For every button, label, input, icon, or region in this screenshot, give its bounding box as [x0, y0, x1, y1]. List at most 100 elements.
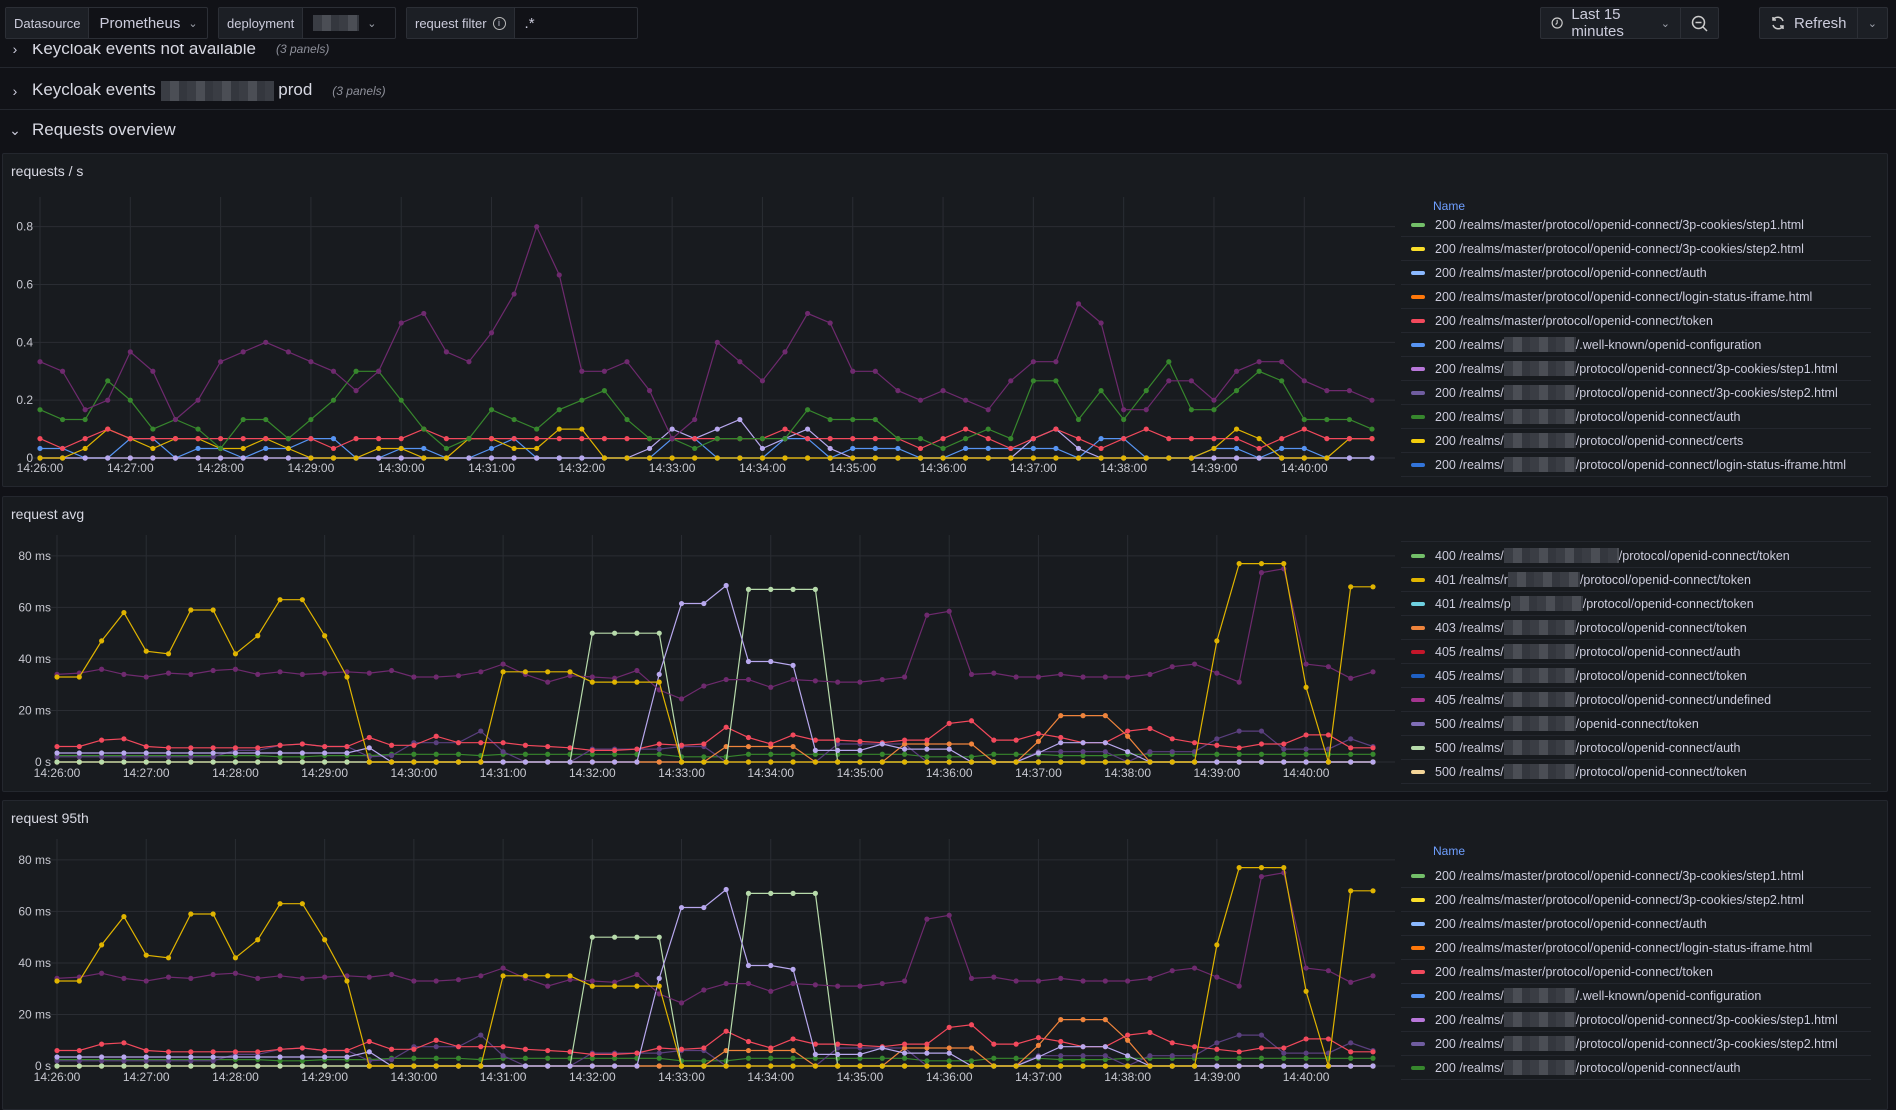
- data-point: [1102, 1053, 1108, 1059]
- legend-item[interactable]: 200 /realms/master/protocol/openid-conne…: [1401, 309, 1871, 333]
- legend-item[interactable]: 200 /realms/ /protocol/openid-connect/aut…: [1401, 1056, 1871, 1080]
- legend-item[interactable]: 200 /realms/ /protocol/openid-connect/3p-…: [1401, 1032, 1871, 1056]
- legend-header-name[interactable]: Name: [1433, 844, 1466, 858]
- series-line[interactable]: [57, 753, 1373, 758]
- legend-item[interactable]: 200 /realms/master/protocol/openid-conne…: [1401, 888, 1871, 912]
- legend-color-swatch: [1411, 294, 1425, 299]
- data-point: [790, 1063, 796, 1069]
- x-tick-label: 14:31:00: [468, 461, 515, 475]
- series-line[interactable]: [57, 562, 1373, 763]
- data-point: [1281, 1050, 1287, 1056]
- legend-item[interactable]: 500 /realms/ /protocol/openid-connect/aut…: [1401, 736, 1871, 760]
- series-line[interactable]: [57, 1024, 1373, 1055]
- data-point: [455, 1044, 462, 1050]
- data-point: [398, 397, 404, 403]
- data-point: [1281, 865, 1287, 871]
- redacted-text: [1503, 385, 1576, 400]
- series-line[interactable]: [56, 872, 1374, 1004]
- panel-title[interactable]: requests / s: [11, 163, 84, 179]
- legend-item[interactable]: 200 /realms/master/protocol/openid-conne…: [1401, 936, 1871, 960]
- series-line[interactable]: [39, 360, 1373, 450]
- legend-item[interactable]: 400 /realms/ /protocol/openid-connect/tok…: [1401, 544, 1871, 568]
- panel-title[interactable]: request avg: [11, 506, 85, 522]
- data-point: [240, 455, 246, 461]
- chevron-down-icon[interactable]: ⌄: [188, 17, 198, 30]
- data-point: [985, 436, 991, 442]
- datasource-value[interactable]: Prometheus: [99, 14, 181, 32]
- chevron-down-icon[interactable]: ⌄: [9, 121, 21, 138]
- legend-item[interactable]: 200 /realms/master/protocol/openid-conne…: [1401, 864, 1871, 888]
- legend-item[interactable]: 200 /realms/ /.well-known/openid-configur…: [1401, 333, 1871, 357]
- row-keycloak-events-not-available[interactable]: › Keycloak events not available (3 panel…: [0, 44, 1896, 68]
- chart-request-avg[interactable]: 0 s 20 ms 40 ms 60 ms 80 ms 14:26:00 14:27:00 1…: [3, 497, 1398, 792]
- legend-item[interactable]: 401 /realms/r/protocol/openid-connect/to…: [1401, 568, 1871, 592]
- legend-item[interactable]: 403 /realms/ /protocol/openid-connect/tok…: [1401, 616, 1871, 640]
- zoom-out-button[interactable]: [1680, 8, 1718, 38]
- data-point: [165, 670, 172, 676]
- row-keycloak-events-prod[interactable]: › Keycloak events prod (3 panels): [0, 72, 1896, 110]
- legend-item[interactable]: 200 /realms/master/protocol/openid-conne…: [1401, 237, 1871, 261]
- chevron-down-icon[interactable]: ⌄: [367, 17, 377, 30]
- panel-title[interactable]: request 95th: [11, 810, 89, 826]
- legend-item[interactable]: 200 /realms/ /protocol/openid-connect/3p-…: [1401, 357, 1871, 381]
- data-point: [344, 750, 350, 756]
- row-requests-overview[interactable]: ⌄ Requests overview: [0, 111, 1896, 149]
- chevron-right-icon[interactable]: ›: [12, 44, 18, 57]
- legend-item[interactable]: 200 /realms/ /.well-known/openid-configur…: [1401, 984, 1871, 1008]
- refresh-interval-dropdown[interactable]: ⌄: [1856, 8, 1887, 38]
- chevron-right-icon[interactable]: ›: [12, 82, 18, 99]
- info-icon[interactable]: i: [492, 16, 506, 30]
- data-point: [545, 1063, 551, 1069]
- legend-item[interactable]: 500 /realms/ /openid-connect/token: [1401, 712, 1871, 736]
- data-point: [1370, 584, 1376, 590]
- x-tick-label: 14:30:00: [391, 1070, 438, 1084]
- request-filter-input[interactable]: .*: [524, 14, 535, 32]
- data-point: [901, 1045, 908, 1051]
- data-point: [522, 759, 529, 765]
- legend-item[interactable]: 405 /realms/ /protocol/openid-connect/und…: [1401, 688, 1871, 712]
- deployment-value-redacted[interactable]: [313, 15, 360, 31]
- x-tick-label: 14:32:00: [569, 766, 616, 780]
- refresh-button-group[interactable]: Refresh ⌄: [1759, 7, 1888, 39]
- legend-item[interactable]: 401 /realms/p/protocol/openid-connect/to…: [1401, 592, 1871, 616]
- legend-item[interactable]: 200 /realms/master/protocol/openid-conne…: [1401, 285, 1871, 309]
- legend-item[interactable]: 200 /realms/master/protocol/openid-conne…: [1401, 960, 1871, 984]
- data-point: [1013, 1063, 1019, 1069]
- legend-item[interactable]: 200 /realms/ /protocol/openid-connect/3p-…: [1401, 1008, 1871, 1032]
- legend-item[interactable]: 200 /realms/ /protocol/openid-connect/aut…: [1401, 405, 1871, 429]
- data-point: [344, 1054, 350, 1060]
- legend-item[interactable]: 200 /realms/master/protocol/openid-conne…: [1401, 912, 1871, 936]
- legend-item[interactable]: 200 /realms/master/protocol/openid-conne…: [1401, 261, 1871, 285]
- legend-item[interactable]: 200 /realms/master/protocol/openid-conne…: [1401, 213, 1871, 237]
- series-line[interactable]: [57, 720, 1373, 751]
- legend-item[interactable]: 500 /realms/ /protocol/openid-connect/tok…: [1401, 760, 1871, 784]
- x-tick-label: 14:37:00: [1015, 1070, 1062, 1084]
- refresh-button[interactable]: Refresh: [1760, 8, 1857, 38]
- chevron-down-icon[interactable]: ⌄: [1660, 17, 1670, 30]
- chart-requests-per-second[interactable]: 0 0.2 0.4 0.6 0.8 14:26:00 14:27:00 14:28:00 14:…: [3, 154, 1398, 487]
- time-range-label[interactable]: Last 15 minutes: [1571, 6, 1624, 40]
- legend-header-name[interactable]: Name: [1433, 199, 1466, 213]
- request-filter[interactable]: request filter i .*: [406, 7, 638, 39]
- row-title[interactable]: Requests overview: [32, 120, 176, 139]
- row-title[interactable]: Keycloak events not available: [32, 44, 256, 58]
- data-point: [612, 675, 618, 681]
- series-line[interactable]: [39, 428, 1372, 450]
- deployment-picker[interactable]: deployment ⌄: [218, 7, 396, 39]
- series-line[interactable]: [57, 1057, 1373, 1062]
- data-point: [759, 378, 766, 384]
- legend-item[interactable]: 405 /realms/ /protocol/openid-connect/aut…: [1401, 640, 1871, 664]
- legend-item[interactable]: 200 /realms/ /protocol/openid-connect/log…: [1401, 453, 1871, 477]
- series-line[interactable]: [57, 866, 1373, 1067]
- legend-item[interactable]: 200 /realms/ /protocol/openid-connect/3p-…: [1401, 381, 1871, 405]
- datasource-picker[interactable]: Datasource Prometheus ⌄: [5, 7, 208, 39]
- data-point: [1256, 455, 1262, 461]
- time-picker[interactable]: Last 15 minutes ⌄: [1540, 6, 1719, 40]
- series-line[interactable]: [40, 428, 1372, 459]
- legend-item[interactable]: 200 /realms/ /protocol/openid-connect/cer…: [1401, 429, 1871, 453]
- chart-request-95th[interactable]: 0 s 20 ms 40 ms 60 ms 80 ms 14:26:00 14:27:00 1…: [3, 801, 1398, 1110]
- row-title[interactable]: Keycloak events prod: [32, 80, 312, 101]
- legend-item[interactable]: 405 /realms/ /protocol/openid-connect/tok…: [1401, 664, 1871, 688]
- series-line[interactable]: [39, 225, 1373, 440]
- series-line[interactable]: [56, 568, 1374, 700]
